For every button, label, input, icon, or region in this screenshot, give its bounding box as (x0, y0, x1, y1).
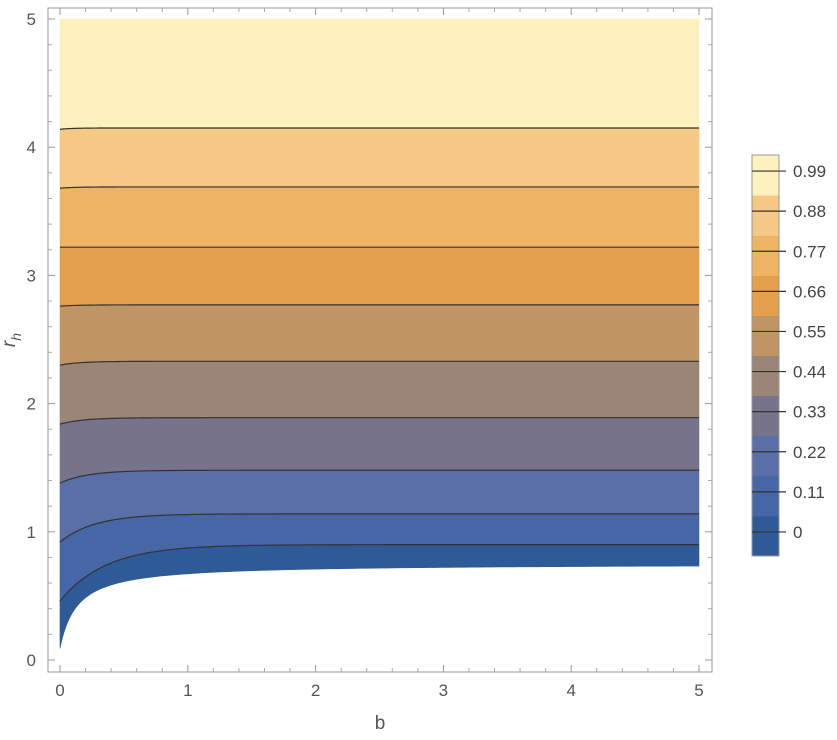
y-axis-title: rh (0, 333, 24, 347)
y-tick-label: 0 (27, 651, 36, 670)
y-tick-label: 5 (27, 10, 36, 29)
legend-label: 0.22 (793, 443, 826, 462)
contour-line (59, 186, 699, 189)
x-tick-label: 2 (311, 681, 320, 700)
contour-line (59, 360, 699, 366)
contour-bands (59, 18, 700, 649)
legend-label: 0.66 (793, 282, 826, 301)
contour-band (59, 127, 700, 189)
legend-label: 0.88 (793, 202, 826, 221)
contour-line (59, 513, 699, 543)
contour-line (59, 544, 699, 602)
legend-swatch (752, 315, 779, 356)
y-tick-label: 2 (27, 395, 36, 414)
contour-band (59, 544, 700, 649)
axis-ticks: 0 1 2 3 4 5 0 1 2 3 4 5 (27, 8, 712, 700)
legend-label: 0.11 (793, 483, 825, 502)
legend-swatch (752, 475, 779, 517)
x-tick-label: 0 (55, 681, 64, 700)
x-axis-title: b (375, 713, 386, 734)
contour-band (59, 186, 700, 248)
contour-line (59, 469, 699, 484)
legend-swatch (752, 395, 779, 437)
legend-label: 0.55 (793, 322, 826, 341)
contour-band (59, 304, 700, 366)
y-tick-label: 3 (27, 266, 36, 285)
legend-label: 0.77 (793, 242, 826, 261)
legend-swatch (752, 195, 779, 236)
legend-swatch (752, 515, 779, 557)
contour-lines (59, 127, 699, 602)
contour-line (59, 417, 699, 425)
y-tick-label: 4 (27, 138, 36, 157)
y-tick-label: 1 (27, 523, 36, 542)
legend-label: 0 (793, 523, 802, 542)
legend-frame (751, 154, 780, 557)
contour-band (59, 18, 700, 130)
x-tick-label: 3 (439, 681, 448, 700)
contour-line (59, 127, 699, 130)
legend-label: 0.33 (793, 403, 826, 422)
legend-swatch (752, 275, 779, 316)
contour-line (59, 304, 699, 307)
legend-swatch (752, 235, 779, 276)
contour-band (59, 246, 700, 307)
x-tick-label: 1 (183, 681, 192, 700)
y-axis-title-main: r (0, 340, 20, 347)
x-tick-label: 5 (694, 681, 703, 700)
legend-swatch (752, 355, 779, 397)
legend-swatch (752, 155, 779, 196)
y-axis-title-sub: h (8, 333, 24, 341)
legend-swatch (752, 435, 779, 477)
x-tick-label: 4 (566, 681, 575, 700)
color-legend: 0 0.11 0.22 0.33 0.44 0.55 0.66 0.77 0.88 0.99 (751, 154, 826, 557)
contour-band (59, 360, 700, 425)
legend-label: 0.44 (793, 363, 826, 382)
legend-label: 0.99 (793, 162, 826, 181)
plot-frame (47, 7, 713, 673)
